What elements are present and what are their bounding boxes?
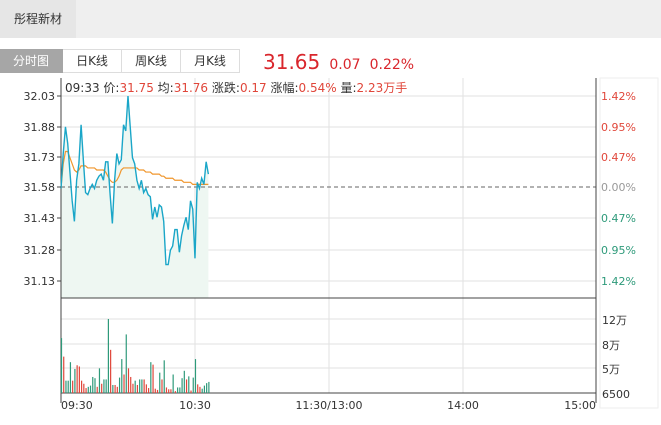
info-pct-label: 涨幅: [270, 81, 299, 95]
stock-name-tab[interactable]: 彤程新材 [0, 0, 76, 38]
tab-intraday[interactable]: 分时图 [0, 49, 63, 73]
time-tick-label: 11:30/13:00 [295, 399, 362, 412]
pct-tick-label: 0.95% [601, 121, 636, 134]
info-avg: 31.76 [173, 81, 209, 95]
time-tick-label: 14:00 [447, 399, 479, 412]
price-change: 0.07 [329, 57, 361, 73]
pct-tick-label: 1.42% [601, 90, 636, 103]
volume-tick-label: 8万 [602, 339, 620, 352]
top-bar: 彤程新材 [0, 0, 661, 38]
info-chg: 0.17 [239, 81, 267, 95]
info-chg-label: 涨跌: [211, 81, 240, 95]
price-tick-label: 31.43 [24, 212, 56, 225]
tab-weekly-k[interactable]: 周K线 [122, 49, 181, 73]
volume-tick-label: 12万 [602, 314, 627, 327]
price-tick-label: 31.58 [24, 181, 56, 194]
tab-daily-k[interactable]: 日K线 [63, 49, 122, 73]
info-pct: 0.54% [298, 81, 337, 95]
volume-tick-label: 5万 [602, 363, 620, 376]
pct-tick-label: 0.47% [601, 151, 636, 164]
price-line [60, 95, 210, 266]
time-tick-label: 10:30 [179, 399, 211, 412]
price-tick-label: 31.73 [24, 151, 56, 164]
tab-monthly-k[interactable]: 月K线 [181, 49, 240, 73]
info-vol-label: 量: [340, 81, 357, 95]
pct-tick-label: 0.95% [601, 244, 636, 257]
info-price-label: 价: [103, 81, 120, 95]
chart-tabs: 分时图 日K线 周K线 月K线 [0, 49, 240, 73]
time-tick-label: 09:30 [61, 399, 93, 412]
pct-tick-label: 0.00% [601, 181, 636, 194]
info-avg-label: 均: [157, 81, 174, 95]
pct-tick-label: 1.42% [601, 275, 636, 288]
price-tick-label: 31.88 [24, 121, 56, 134]
price-tick-label: 32.03 [24, 90, 56, 103]
right-panel-border [599, 77, 659, 409]
price-tick-label: 31.13 [24, 275, 56, 288]
price-tick-label: 31.28 [24, 244, 56, 257]
pct-tick-label: 0.47% [601, 212, 636, 225]
crosshair-info: 09:33 价:31.75 均:31.76 涨跌:0.17 涨幅:0.54% 量… [65, 79, 407, 96]
time-tick-label: 15:00 [564, 399, 596, 412]
info-price: 31.75 [119, 81, 154, 95]
quote: 31.65 0.07 0.22% [263, 50, 414, 74]
price-area-fill [61, 96, 209, 298]
price-change-pct: 0.22% [369, 57, 415, 73]
last-price: 31.65 [263, 50, 321, 74]
info-vol: 2.23万手 [356, 81, 408, 95]
info-time: 09:33 [65, 81, 100, 95]
volume-tick-label: 6500 [602, 388, 630, 401]
